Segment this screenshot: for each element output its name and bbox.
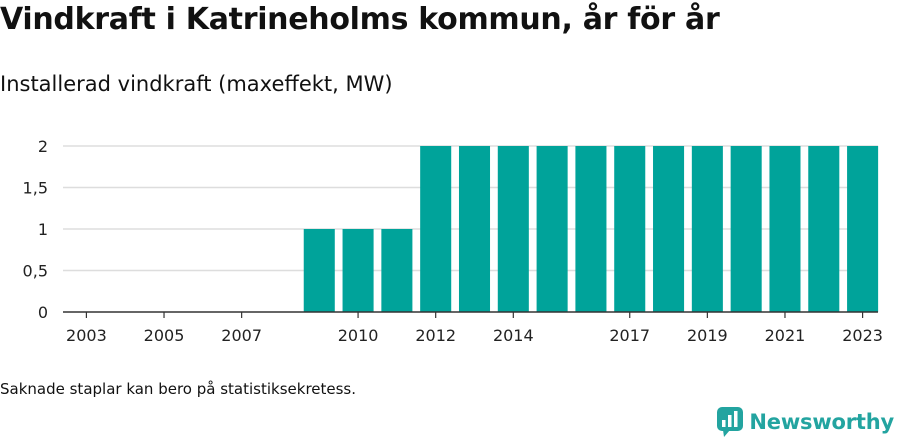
bar (614, 146, 646, 312)
y-tick-label: 1,5 (23, 179, 48, 198)
chart-subtitle: Installerad vindkraft (maxeffekt, MW) (0, 72, 393, 96)
bar (730, 146, 762, 312)
x-tick-label: 2012 (415, 326, 456, 345)
bar-chart: 0 0,5 1 1,5 2 2003 2005 2007 2010 2012 2014 2017 201… (23, 137, 883, 345)
x-tick-label: 2007 (221, 326, 262, 345)
bar (381, 229, 413, 312)
x-tick-label: 2017 (609, 326, 650, 345)
bar (342, 229, 374, 312)
x-tick-label: 2010 (338, 326, 379, 345)
footnote: Saknade staplar kan bero på statistiksek… (0, 380, 357, 398)
bar (691, 146, 723, 312)
bar (847, 146, 879, 312)
bar (536, 146, 568, 312)
bar (575, 146, 607, 312)
y-tick-label: 0 (38, 303, 48, 322)
y-tick-label: 0,5 (23, 262, 48, 281)
bar (497, 146, 529, 312)
brand: Newsworthy (717, 406, 894, 438)
x-tick-label: 2005 (144, 326, 185, 345)
x-tick-label: 2003 (66, 326, 107, 345)
y-tick-label: 1 (38, 220, 48, 239)
x-tick-label: 2021 (765, 326, 806, 345)
bar (769, 146, 801, 312)
x-tick-label: 2014 (493, 326, 534, 345)
x-tick-label: 2019 (687, 326, 728, 345)
newsworthy-logo-icon (717, 407, 744, 437)
bar (420, 146, 452, 312)
bar (808, 146, 840, 312)
brand-name: Newsworthy (749, 410, 894, 434)
bar (458, 146, 491, 312)
bar (653, 146, 685, 312)
bar (303, 229, 335, 312)
x-tick-label: 2023 (842, 326, 883, 345)
y-tick-label: 2 (38, 137, 48, 156)
chart-title: Vindkraft i Katrineholms kommun, år för … (0, 2, 720, 37)
